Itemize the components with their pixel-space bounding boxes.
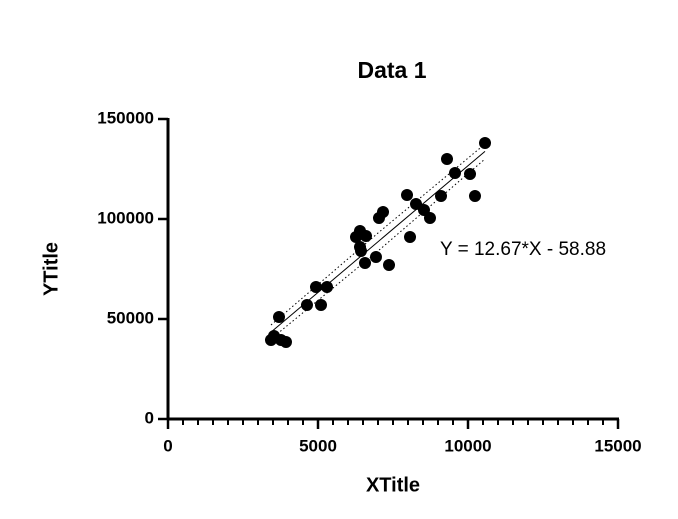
point [423, 212, 436, 224]
y-tick-label: 100000 [97, 208, 154, 227]
point [464, 168, 477, 180]
confidence-upper [270, 143, 486, 326]
point [479, 137, 492, 149]
chart-title: Data 1 [357, 57, 426, 83]
x-tick-label: 5000 [299, 436, 337, 455]
point [279, 336, 292, 348]
x-tick-label: 15000 [594, 436, 641, 455]
point [435, 190, 447, 202]
x-axis-label: XTitle [366, 474, 420, 496]
point [404, 231, 417, 243]
x-tick-label: 0 [163, 436, 172, 455]
point [468, 190, 481, 202]
y-tick-label: 150000 [97, 108, 154, 127]
point [441, 153, 453, 165]
point [315, 299, 327, 311]
point [360, 230, 372, 242]
confidence-lower [270, 158, 486, 340]
point [300, 299, 313, 311]
point [273, 311, 285, 323]
regression-equation: Y = 12.67*X - 58.88 [440, 239, 606, 260]
y-tick-label: 0 [145, 408, 154, 427]
x-tick-label: 10000 [444, 436, 491, 455]
point [369, 251, 382, 263]
point [377, 206, 390, 218]
point [401, 189, 414, 201]
point [449, 167, 462, 179]
point [354, 245, 367, 257]
point [309, 281, 322, 293]
y-tick-label: 50000 [107, 308, 154, 327]
point [383, 259, 396, 271]
y-axis-label: YTitle [40, 242, 62, 296]
point [321, 281, 333, 293]
point [359, 257, 372, 269]
